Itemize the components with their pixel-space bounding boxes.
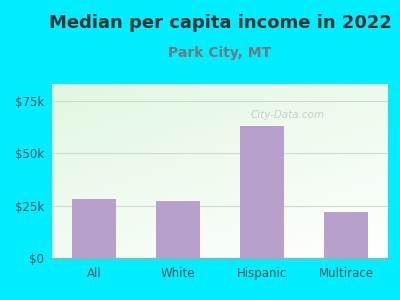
Text: Park City, MT: Park City, MT <box>168 46 272 61</box>
Bar <box>156 201 200 258</box>
Text: City-Data.com: City-Data.com <box>250 110 324 120</box>
Text: Median per capita income in 2022: Median per capita income in 2022 <box>48 14 392 32</box>
Bar <box>240 126 284 258</box>
Bar <box>324 212 368 258</box>
Bar <box>72 199 116 258</box>
